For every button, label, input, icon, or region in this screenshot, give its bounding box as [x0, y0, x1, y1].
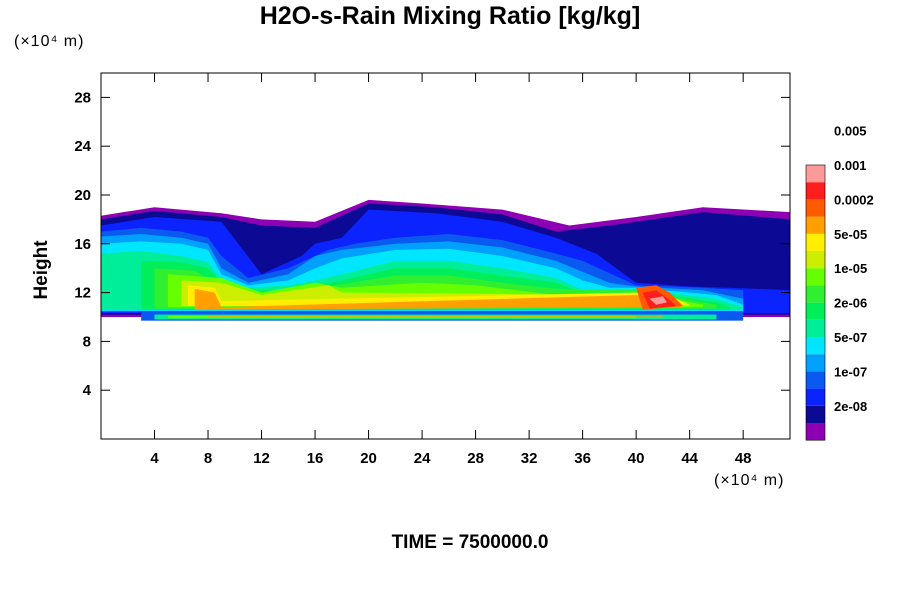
- colorbar-swatch-2: [806, 388, 825, 406]
- colorbar-label-8: 0.005: [834, 124, 867, 139]
- colorbar-frame: [805, 164, 826, 441]
- colorbar-label-0: 2e-08: [834, 399, 867, 414]
- x-tick-label-4: 20: [360, 450, 377, 467]
- heatmap-band-3: [208, 316, 663, 318]
- colorbar-swatch-3: [806, 371, 825, 389]
- colorbar-swatch-7: [806, 302, 825, 320]
- colorbar-swatch-14: [806, 182, 825, 200]
- heatmap-regions: [101, 199, 790, 321]
- y-tick-label-2: 12: [74, 285, 91, 302]
- colorbar-swatch-0: [806, 423, 825, 441]
- colorbar-swatch-9: [806, 268, 825, 286]
- colorbar: 2e-08 1e-07 5e-07 2e-06 1e-05 5e-05 0.0002 0.00…: [805, 124, 874, 441]
- colorbar-label-2: 5e-07: [834, 330, 867, 345]
- colorbar-label-3: 2e-06: [834, 296, 867, 311]
- colorbar-swatch-1: [806, 405, 825, 423]
- heatmap-region-12: [194, 288, 683, 310]
- colorbar-label-1: 1e-07: [834, 364, 867, 379]
- chart-title: H2O-s-Rain Mixing Ratio [kg/kg]: [259, 2, 641, 30]
- y-tick-label-0: 4: [83, 382, 92, 399]
- colorbar-swatch-15: [806, 165, 825, 183]
- x-axis-unit: (×10⁴ m): [714, 472, 785, 489]
- x-tick-label-8: 36: [574, 450, 591, 467]
- colorbar-swatch-8: [806, 285, 825, 303]
- colorbar-swatch-5: [806, 337, 825, 355]
- x-tick-label-1: 8: [204, 450, 212, 467]
- colorbar-label-5: 5e-05: [834, 227, 867, 242]
- x-tick-label-0: 4: [150, 450, 159, 467]
- time-label: TIME = 7500000.0: [391, 532, 549, 553]
- heatmap-region-15: [649, 296, 667, 305]
- colorbar-swatch-11: [806, 233, 825, 251]
- x-tick-label-11: 48: [735, 450, 752, 467]
- colorbar-label-7: 0.001: [834, 158, 867, 173]
- y-tick-label-4: 20: [74, 187, 91, 204]
- x-tick-label-10: 44: [681, 450, 698, 467]
- colorbar-label-4: 1e-05: [834, 261, 867, 276]
- colorbar-swatch-10: [806, 251, 825, 269]
- plot-frame: [100, 72, 791, 440]
- x-tick-label-9: 40: [628, 450, 645, 467]
- colorbar-swatch-12: [806, 216, 825, 234]
- y-tick-label-1: 8: [83, 333, 91, 350]
- y-tick-label-6: 28: [74, 89, 91, 106]
- y-tick-label-3: 16: [74, 236, 91, 253]
- y-axis-unit: (×10⁴ m): [14, 33, 85, 50]
- x-tick-label-7: 32: [521, 450, 538, 467]
- y-tick-label-5: 24: [74, 138, 91, 155]
- colorbar-swatch-13: [806, 199, 825, 217]
- colorbar-swatch-4: [806, 354, 825, 372]
- x-tick-label-2: 12: [253, 450, 270, 467]
- x-tick-label-6: 28: [467, 450, 484, 467]
- x-tick-label-3: 16: [307, 450, 324, 467]
- colorbar-swatch-6: [806, 319, 825, 337]
- x-tick-label-5: 24: [414, 450, 431, 467]
- colorbar-label-6: 0.0002: [834, 192, 874, 207]
